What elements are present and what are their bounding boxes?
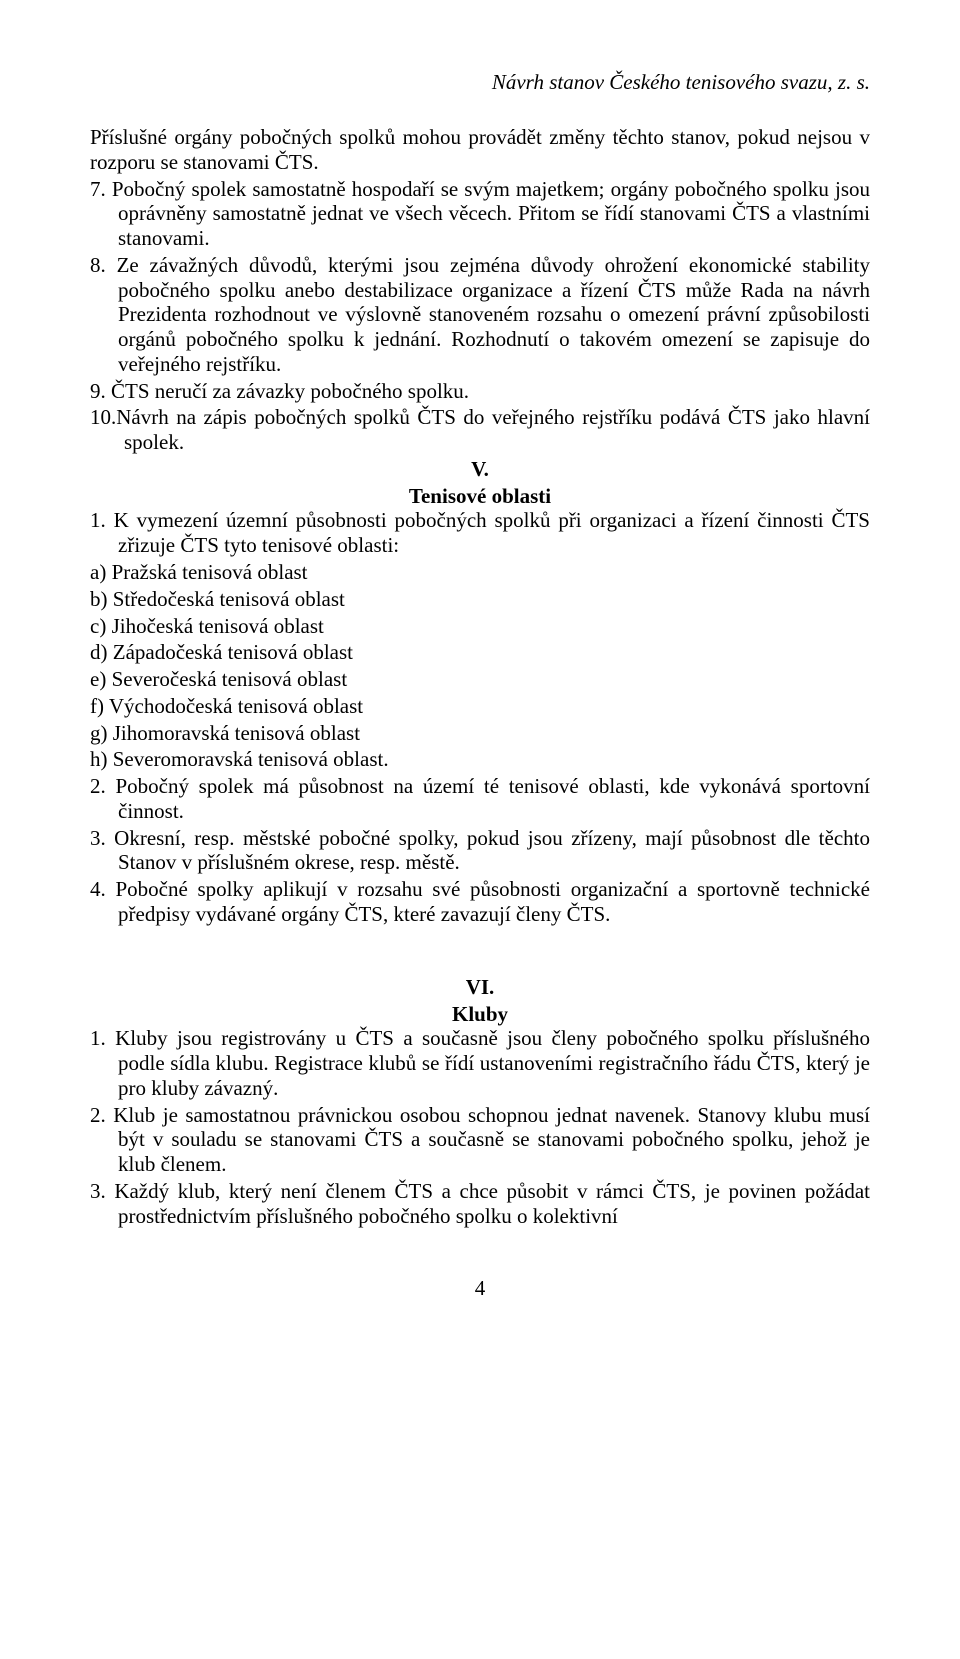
list-text: f) Východočeská tenisová oblast <box>90 694 363 718</box>
list-item-g: g) Jihomoravská tenisová oblast <box>90 721 870 746</box>
section-vi-title: Kluby <box>90 1002 870 1027</box>
paragraph-text: 7. Pobočný spolek samostatně hospodaří s… <box>90 177 870 251</box>
page-number-value: 4 <box>475 1276 486 1300</box>
section-v-title: Tenisové oblasti <box>90 484 870 509</box>
section-v-number: V. <box>90 457 870 482</box>
document-header: Návrh stanov Českého tenisového svazu, z… <box>90 70 870 95</box>
list-text: a) Pražská tenisová oblast <box>90 560 308 584</box>
paragraph-v2: 2. Pobočný spolek má působnost na území … <box>90 774 870 824</box>
list-item-c: c) Jihočeská tenisová oblast <box>90 614 870 639</box>
paragraph-text: Příslušné orgány pobočných spolků mohou … <box>90 125 870 174</box>
section-spacer <box>90 929 870 973</box>
page-number: 4 <box>90 1276 870 1301</box>
paragraph-text: 3. Okresní, resp. městské pobočné spolky… <box>90 826 870 875</box>
list-text: h) Severomoravská tenisová oblast. <box>90 747 389 771</box>
paragraph-text: 1. Kluby jsou registrovány u ČTS a souča… <box>90 1026 870 1100</box>
list-item-e: e) Severočeská tenisová oblast <box>90 667 870 692</box>
list-text: e) Severočeská tenisová oblast <box>90 667 347 691</box>
paragraph-v4: 4. Pobočné spolky aplikují v rozsahu své… <box>90 877 870 927</box>
header-title: Návrh stanov Českého tenisového svazu, z… <box>492 70 870 94</box>
list-text: b) Středočeská tenisová oblast <box>90 587 345 611</box>
paragraph-text: 3. Každý klub, který není členem ČTS a c… <box>90 1179 870 1228</box>
section-vi-number: VI. <box>90 975 870 1000</box>
paragraph-text: 8. Ze závažných důvodů, kterými jsou zej… <box>90 253 870 376</box>
paragraph-text: 1. K vymezení územní působnosti pobočnýc… <box>90 508 870 557</box>
list-item-a: a) Pražská tenisová oblast <box>90 560 870 585</box>
paragraph-vi3: 3. Každý klub, který není členem ČTS a c… <box>90 1179 870 1229</box>
list-text: c) Jihočeská tenisová oblast <box>90 614 324 638</box>
list-item-d: d) Západočeská tenisová oblast <box>90 640 870 665</box>
paragraph-v1: 1. K vymezení územní působnosti pobočnýc… <box>90 508 870 558</box>
list-item-h: h) Severomoravská tenisová oblast. <box>90 747 870 772</box>
paragraph-vi2: 2. Klub je samostatnou právnickou osobou… <box>90 1103 870 1177</box>
paragraph-8: 8. Ze závažných důvodů, kterými jsou zej… <box>90 253 870 377</box>
paragraph-text: 2. Klub je samostatnou právnickou osobou… <box>90 1103 870 1177</box>
paragraph-10: 10.Návrh na zápis pobočných spolků ČTS d… <box>90 405 870 455</box>
paragraph-text: 4. Pobočné spolky aplikují v rozsahu své… <box>90 877 870 926</box>
list-item-b: b) Středočeská tenisová oblast <box>90 587 870 612</box>
list-item-f: f) Východočeská tenisová oblast <box>90 694 870 719</box>
paragraph-intro: Příslušné orgány pobočných spolků mohou … <box>90 125 870 175</box>
paragraph-7: 7. Pobočný spolek samostatně hospodaří s… <box>90 177 870 251</box>
paragraph-text: 9. ČTS neručí za závazky pobočného spolk… <box>90 379 469 403</box>
list-text: d) Západočeská tenisová oblast <box>90 640 353 664</box>
paragraph-vi1: 1. Kluby jsou registrovány u ČTS a souča… <box>90 1026 870 1100</box>
paragraph-9: 9. ČTS neručí za závazky pobočného spolk… <box>90 379 870 404</box>
paragraph-v3: 3. Okresní, resp. městské pobočné spolky… <box>90 826 870 876</box>
list-text: g) Jihomoravská tenisová oblast <box>90 721 360 745</box>
paragraph-text: 2. Pobočný spolek má působnost na území … <box>90 774 870 823</box>
paragraph-text: 10.Návrh na zápis pobočných spolků ČTS d… <box>90 405 870 454</box>
